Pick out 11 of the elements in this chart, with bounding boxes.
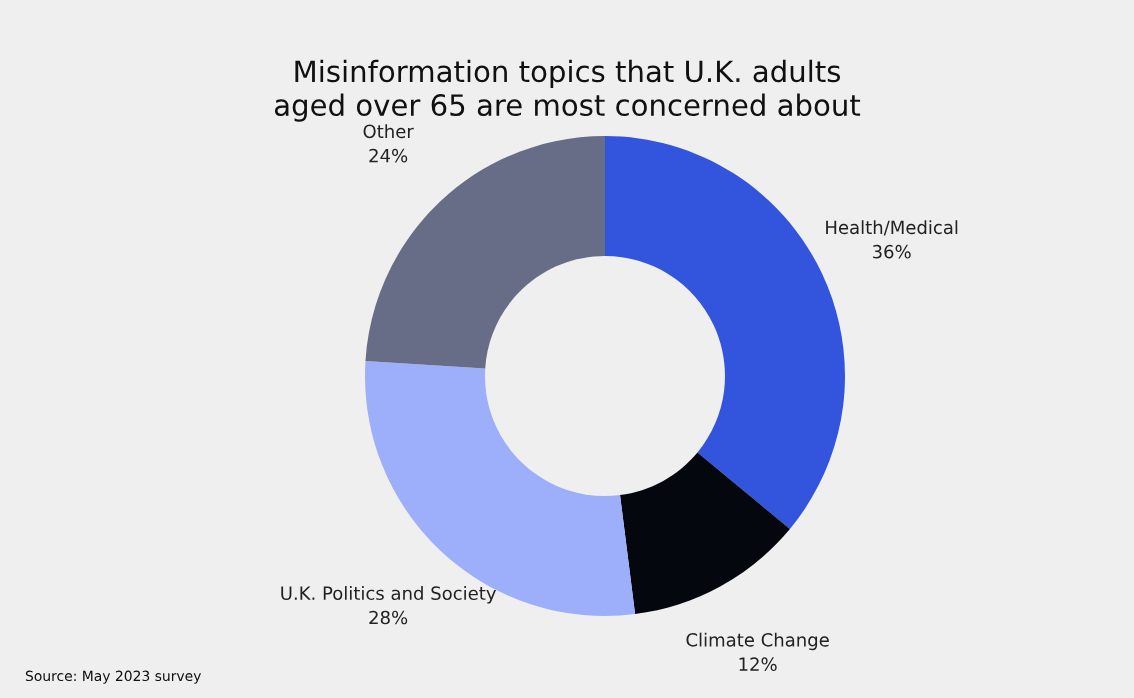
donut-slice: [620, 452, 790, 615]
data-label: 12%: [739, 657, 777, 672]
chart-title: Misinformation topics that U.K. adults aged over 65 are most concerned about: [274, 59, 861, 122]
slice-label: Climate Change: [686, 632, 829, 651]
slice-label: U.K. Politics and Society: [281, 586, 496, 604]
data-label: 36%: [872, 244, 911, 259]
source-note: Source: May 2023 survey: [25, 670, 201, 684]
slice-label: Other: [363, 124, 414, 139]
data-label: 28%: [369, 610, 408, 625]
slice-label: Health/Medical: [826, 220, 958, 236]
data-label: 24%: [369, 148, 408, 163]
